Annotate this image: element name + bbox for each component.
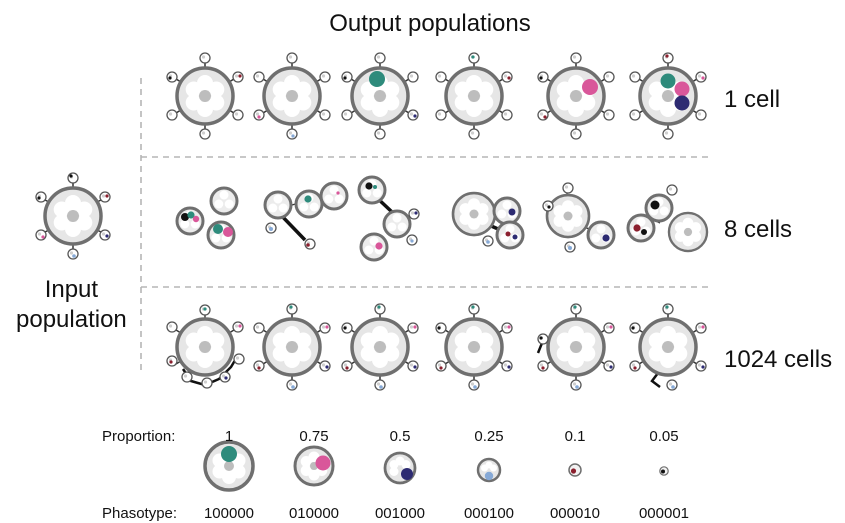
legend-phasotype-heading: Phasotype:	[102, 505, 178, 522]
legend-cell-000010	[568, 463, 582, 477]
row1-col5-cluster	[537, 52, 615, 140]
row-1024-cells	[166, 303, 707, 391]
legend-phasotype-value: 001000	[374, 505, 426, 522]
legend-proportion-value: 0.5	[389, 428, 411, 445]
input-population-cluster	[35, 172, 111, 260]
row1-col1-cluster	[166, 52, 244, 140]
legend-phasotype-value: 000010	[549, 505, 601, 522]
row2-col5-cluster	[542, 182, 616, 253]
row2-col2-cluster	[263, 181, 349, 250]
legend-cell-100000	[203, 440, 255, 492]
row-label-1024-cells: 1024 cells	[724, 346, 833, 373]
legend-phasotype-value: 000001	[638, 505, 690, 522]
row3-col6-cluster	[629, 303, 707, 391]
legend-cell-001000	[383, 451, 417, 485]
row-label-1-cell: 1 cell	[724, 86, 781, 113]
legend-proportion-value: 0.1	[564, 428, 586, 445]
legend-phasotype-value: 000100	[463, 505, 515, 522]
row2-col1-cluster	[175, 186, 239, 250]
row1-col6-cluster	[629, 52, 707, 140]
row1-col4-cluster	[435, 52, 513, 140]
row3-col4-cluster	[435, 303, 513, 391]
legend-phasotype-value: 100000	[203, 505, 255, 522]
legend-cell-000001	[659, 466, 669, 476]
row2-col6-cluster	[626, 184, 709, 253]
legend-cell-000100	[476, 457, 502, 483]
input-label-line-2: population	[16, 306, 127, 333]
legend-phasotype-value: 010000	[288, 505, 340, 522]
divider-lines	[140, 78, 712, 372]
row-label-8-cells: 8 cells	[724, 216, 793, 243]
row2-col4-cluster	[451, 191, 525, 250]
row1-col3-cluster	[341, 52, 419, 140]
legend-proportion-heading: Proportion:	[102, 428, 176, 445]
input-population-label: Input population	[16, 275, 127, 335]
figure-title: Output populations	[329, 10, 531, 37]
legend-proportion-value: 0.75	[299, 428, 329, 445]
row3-col3-cluster	[341, 303, 419, 391]
row-1-cell	[166, 52, 707, 140]
legend-proportion-value: 0.25	[474, 428, 504, 445]
legend-proportion-cells	[203, 440, 669, 492]
row3-col1-cluster	[166, 304, 245, 389]
legend-cell-010000	[293, 445, 335, 487]
input-label-line-1: Input	[44, 276, 99, 303]
row-8-cells	[175, 175, 709, 262]
row3-col5-cluster	[536, 303, 615, 391]
legend-proportion-value: 0.05	[649, 428, 679, 445]
row2-col3-cluster	[357, 175, 420, 262]
legend-proportion-value: 1	[224, 428, 234, 445]
row3-col2-cluster	[253, 303, 331, 391]
row1-col2-cluster	[253, 52, 331, 140]
